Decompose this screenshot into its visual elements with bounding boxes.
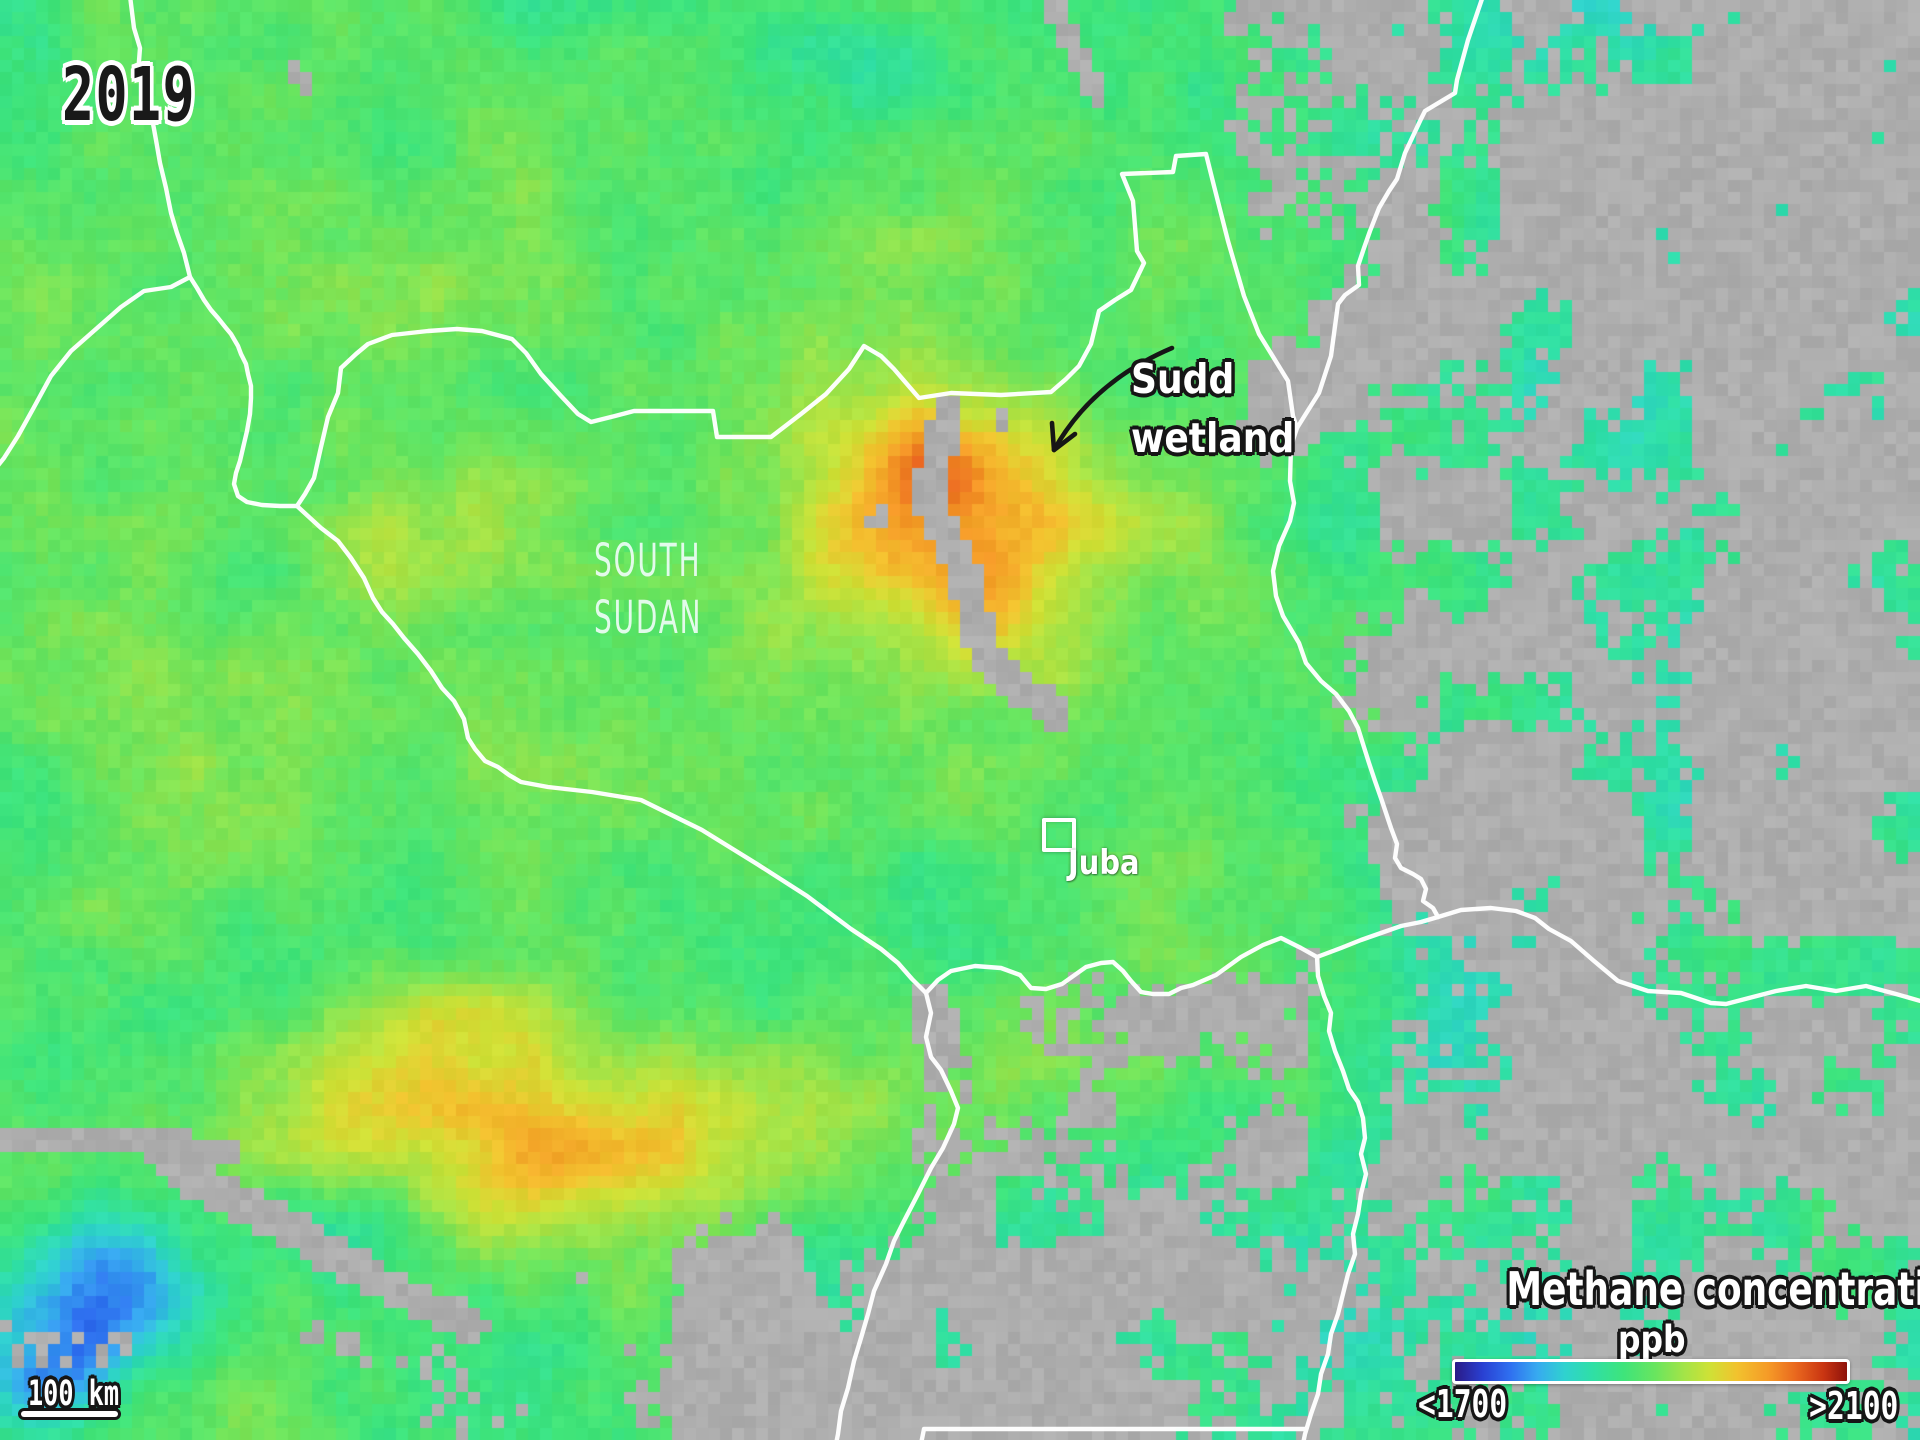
sudd-wetland-annotation: Sudd wetland	[1131, 350, 1294, 468]
legend-colorbar-gradient	[1455, 1362, 1847, 1381]
legend-unit: ppb	[1618, 1318, 1686, 1361]
sudd-annotation-line1: Sudd	[1131, 355, 1235, 403]
scale-bar-line	[21, 1411, 118, 1417]
scale-bar-label: 100 km	[28, 1374, 120, 1414]
sudd-annotation-line2: wetland	[1131, 414, 1295, 462]
legend-colorbar	[1452, 1359, 1850, 1384]
country-label-line2: SUDAN	[594, 591, 703, 644]
city-marker-square	[1042, 818, 1076, 852]
legend-min-label: <1700	[1418, 1382, 1508, 1426]
country-label-line1: SOUTH	[594, 534, 702, 587]
city-label: Juba	[1068, 843, 1140, 883]
year-label: 2019	[62, 52, 197, 138]
legend-max-label: >2100	[1808, 1384, 1898, 1428]
legend-title: Methane concentration	[1506, 1262, 1920, 1316]
country-label: SOUTH SUDAN	[594, 532, 702, 646]
